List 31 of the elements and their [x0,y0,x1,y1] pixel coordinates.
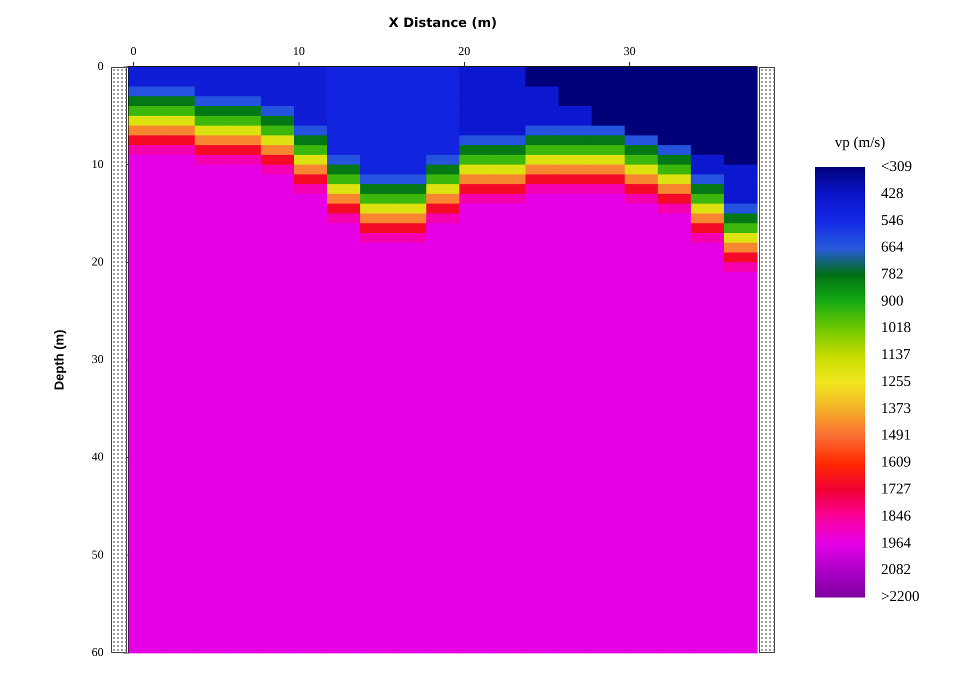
color-bar-label: 1255 [881,374,911,390]
color-bar-label: 1609 [881,454,911,471]
color-bar-label: 428 [881,186,904,202]
color-bar-label: 1018 [881,320,911,336]
x-axis-title: X Distance (m) [388,16,497,32]
y-tick-label: 0 [98,59,104,74]
y-tick-label: 30 [92,352,104,366]
color-bar-label: 664 [881,240,904,256]
color-bar-label: 1964 [881,535,912,552]
color-bar-label: 1137 [881,347,911,364]
y-tick-label: 50 [92,547,104,562]
x-tick-label: 20 [458,44,470,58]
color-bar-label: >2200 [881,588,920,605]
color-bar-label: 1373 [881,400,911,417]
color-bar-title: vp (m/s) [834,134,886,151]
color-bar-label: 900 [881,293,904,310]
y-tick-label: 40 [92,450,104,464]
color-bar-label: 2082 [881,562,911,578]
color-bar-label: 1727 [881,481,912,498]
y-axis-title: Depth (m) [51,330,66,390]
color-bar-label: <309 [881,158,912,175]
color-bar-label: 782 [881,266,904,282]
x-tick-label: 10 [292,44,305,58]
x-tick-label: 0 [130,44,137,58]
x-tick-label: 30 [624,44,636,58]
y-tick-label: 10 [92,156,104,171]
y-tick-label: 60 [92,644,104,659]
y-tick-label: 20 [92,254,104,268]
color-bar-label: 546 [881,212,904,229]
color-bar-label: 1846 [881,508,912,524]
color-bar-label: 1491 [881,428,911,444]
